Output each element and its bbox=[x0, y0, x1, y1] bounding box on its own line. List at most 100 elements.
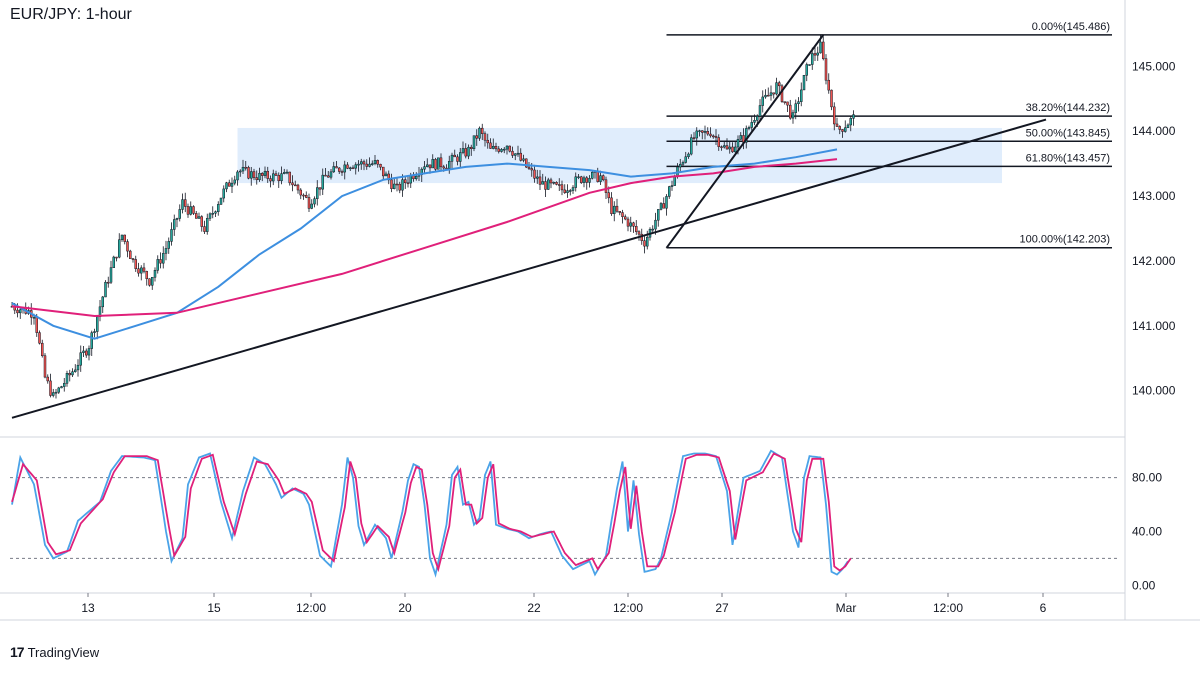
candle-body bbox=[112, 256, 115, 268]
candle-body bbox=[783, 101, 786, 103]
candle-body bbox=[591, 171, 594, 179]
candle-body bbox=[844, 127, 847, 132]
candle-body bbox=[120, 234, 124, 241]
time-tick-label: 13 bbox=[81, 601, 95, 615]
candle-body bbox=[360, 161, 363, 165]
candle-body bbox=[486, 139, 489, 144]
candle-body bbox=[566, 190, 569, 193]
branding[interactable]: 17 TradingView bbox=[10, 644, 99, 660]
candle-body bbox=[423, 166, 426, 170]
candle-body bbox=[615, 205, 619, 212]
candle-body bbox=[481, 127, 484, 134]
candle-body bbox=[280, 173, 283, 182]
candle-body bbox=[129, 250, 132, 259]
candle-body bbox=[57, 387, 60, 393]
candle-body bbox=[228, 182, 231, 187]
candle-body bbox=[596, 170, 599, 182]
candle-body bbox=[841, 129, 844, 132]
candle-body bbox=[189, 206, 192, 215]
candle-body bbox=[431, 159, 434, 169]
candle-body bbox=[475, 135, 478, 139]
candle-body bbox=[805, 64, 808, 76]
moving-average-fast bbox=[11, 148, 838, 340]
candle-body bbox=[629, 222, 632, 227]
candle-body bbox=[508, 145, 511, 152]
candle-body bbox=[384, 173, 388, 177]
candle-body bbox=[294, 184, 297, 187]
candle-body bbox=[736, 139, 740, 148]
candle-body bbox=[211, 212, 214, 215]
candle-body bbox=[838, 126, 841, 130]
candle-body bbox=[217, 204, 220, 212]
time-tick-label: 6 bbox=[1040, 601, 1047, 615]
stochastic-tick-label: 0.00 bbox=[1132, 578, 1156, 592]
trendlines-layer bbox=[11, 34, 1047, 419]
candle-body bbox=[123, 234, 126, 242]
stochastic-tick-label: 40.00 bbox=[1132, 524, 1162, 538]
candle-body bbox=[610, 197, 613, 214]
candle-body bbox=[635, 226, 638, 232]
candle-body bbox=[244, 166, 247, 169]
candle-body bbox=[489, 142, 492, 149]
time-tick-label: 22 bbox=[527, 601, 541, 615]
candle-body bbox=[379, 163, 382, 168]
rising-trendline bbox=[11, 118, 1047, 419]
candle-body bbox=[800, 89, 803, 102]
candle-body bbox=[118, 239, 121, 258]
candle-body bbox=[846, 124, 850, 128]
candle-body bbox=[206, 218, 209, 232]
candle-body bbox=[560, 184, 564, 191]
candle-body bbox=[285, 171, 289, 174]
candle-body bbox=[750, 122, 753, 128]
moving-average-slow bbox=[11, 158, 838, 318]
candle-body bbox=[65, 372, 69, 384]
candle-body bbox=[332, 166, 335, 173]
candle-body bbox=[725, 145, 729, 150]
candle-body bbox=[613, 205, 616, 214]
candle-body bbox=[687, 153, 690, 157]
candle-body bbox=[456, 156, 459, 162]
candle-body bbox=[775, 82, 778, 95]
candle-body bbox=[222, 188, 225, 199]
candle-body bbox=[442, 166, 445, 169]
candle-body bbox=[324, 174, 327, 177]
candle-body bbox=[266, 170, 269, 179]
candle-body bbox=[827, 79, 830, 91]
candle-body bbox=[830, 89, 833, 108]
price-tick-label: 144.000 bbox=[1132, 124, 1176, 138]
candle-body bbox=[321, 174, 324, 190]
candle-body bbox=[728, 146, 731, 150]
stochastic-layer bbox=[10, 449, 1118, 578]
candle-body bbox=[852, 114, 855, 119]
candle-body bbox=[720, 146, 723, 148]
candle-body bbox=[849, 118, 852, 126]
candle-body bbox=[87, 348, 91, 356]
candle-body bbox=[181, 199, 184, 210]
candle-body bbox=[401, 179, 404, 191]
candle-body bbox=[406, 182, 410, 185]
candle-body bbox=[335, 166, 338, 169]
candle-body bbox=[296, 184, 300, 191]
candle-body bbox=[637, 231, 641, 235]
candle-body bbox=[203, 226, 206, 232]
candle-body bbox=[731, 146, 734, 153]
candle-body bbox=[794, 103, 797, 113]
candle-body bbox=[96, 316, 99, 332]
brand-name: TradingView bbox=[27, 644, 100, 660]
candle-body bbox=[467, 146, 470, 157]
candle-body bbox=[547, 179, 550, 190]
candle-body bbox=[695, 130, 698, 139]
candle-body bbox=[197, 216, 201, 219]
candle-body bbox=[758, 105, 762, 117]
candle-body bbox=[522, 158, 525, 161]
candle-body bbox=[808, 64, 811, 66]
candle-body bbox=[153, 270, 157, 278]
candle-body bbox=[789, 104, 792, 119]
fibonacci-layer: 0.00%(145.486) 38.20%(144.232) 50.00%(143.… bbox=[666, 21, 1112, 249]
candle-body bbox=[582, 177, 586, 183]
candle-body bbox=[448, 161, 451, 169]
candle-body bbox=[252, 171, 256, 178]
candle-body bbox=[192, 206, 195, 214]
candle-body bbox=[835, 123, 839, 127]
